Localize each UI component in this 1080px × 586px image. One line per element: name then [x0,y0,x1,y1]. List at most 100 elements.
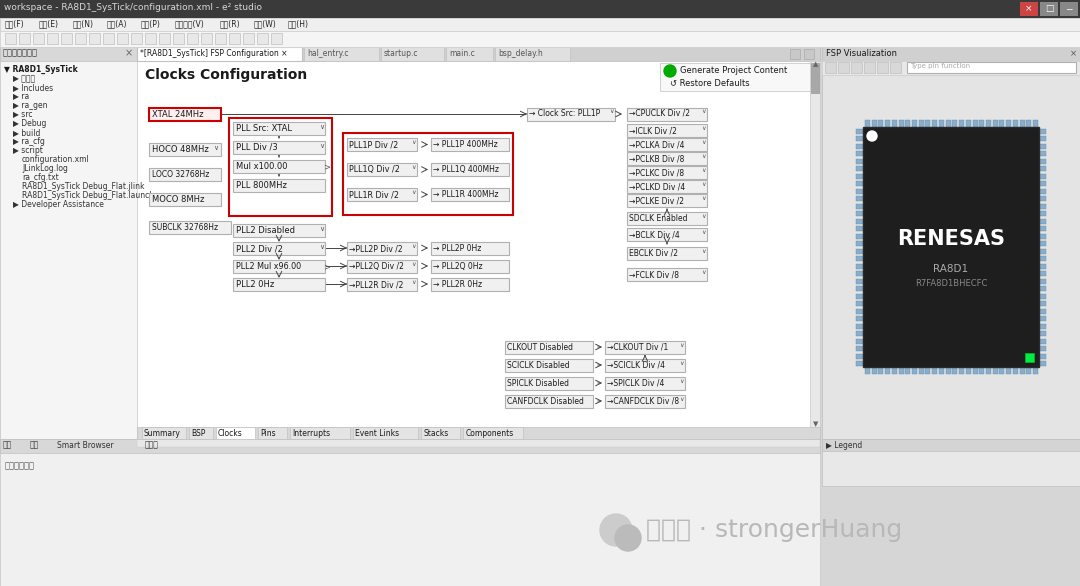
FancyBboxPatch shape [1039,353,1047,359]
Text: 项目(P): 项目(P) [141,19,161,28]
FancyBboxPatch shape [864,62,875,73]
FancyBboxPatch shape [1020,367,1025,374]
FancyBboxPatch shape [980,367,984,374]
FancyBboxPatch shape [886,367,890,374]
FancyBboxPatch shape [1020,120,1025,127]
FancyBboxPatch shape [811,63,819,93]
FancyBboxPatch shape [243,33,254,44]
FancyBboxPatch shape [353,427,418,439]
Text: BSP: BSP [191,429,206,438]
FancyBboxPatch shape [856,234,863,239]
FancyBboxPatch shape [60,33,72,44]
Text: → PLL2P 0Hz: → PLL2P 0Hz [433,244,482,253]
FancyBboxPatch shape [495,47,569,61]
FancyBboxPatch shape [233,224,325,237]
FancyBboxPatch shape [822,439,1080,486]
Text: main.c: main.c [449,49,475,58]
FancyBboxPatch shape [463,427,524,439]
FancyBboxPatch shape [0,47,137,61]
FancyBboxPatch shape [856,219,863,224]
FancyBboxPatch shape [75,33,86,44]
Text: ×: × [125,49,133,59]
Text: Mul x100.00: Mul x100.00 [237,162,287,171]
Text: −: − [1065,5,1072,13]
Text: configuration.xml: configuration.xml [22,155,90,164]
FancyBboxPatch shape [421,427,460,439]
FancyBboxPatch shape [89,33,100,44]
Text: →PLL2R Div /2: →PLL2R Div /2 [349,280,403,289]
FancyBboxPatch shape [999,120,1004,127]
Text: ∨: ∨ [701,140,705,145]
Text: PLL Div /3: PLL Div /3 [237,143,278,152]
FancyBboxPatch shape [877,62,888,73]
Text: 编辑(E): 编辑(E) [39,19,59,28]
FancyBboxPatch shape [999,367,1004,374]
FancyBboxPatch shape [627,228,707,241]
FancyBboxPatch shape [159,33,170,44]
FancyBboxPatch shape [1039,151,1047,156]
FancyBboxPatch shape [953,120,957,127]
FancyBboxPatch shape [856,294,863,299]
FancyBboxPatch shape [804,49,814,59]
FancyBboxPatch shape [347,138,417,151]
Text: → PLL1P 400MHz: → PLL1P 400MHz [433,140,498,149]
FancyBboxPatch shape [229,33,240,44]
FancyBboxPatch shape [926,120,931,127]
FancyBboxPatch shape [1039,286,1047,291]
Text: Clocks Configuration: Clocks Configuration [145,68,307,82]
FancyBboxPatch shape [856,189,863,194]
Text: SDCLK Enabled: SDCLK Enabled [629,214,688,223]
FancyBboxPatch shape [822,61,1080,75]
FancyBboxPatch shape [258,427,287,439]
FancyBboxPatch shape [103,33,114,44]
Text: R7FA8D1BHECFC: R7FA8D1BHECFC [915,278,987,288]
Text: ∨: ∨ [679,397,684,402]
FancyBboxPatch shape [865,367,870,374]
FancyBboxPatch shape [890,62,901,73]
Text: ∨: ∨ [319,124,324,130]
FancyBboxPatch shape [48,33,58,44]
Text: ∨: ∨ [701,182,705,187]
FancyBboxPatch shape [0,31,1080,47]
FancyBboxPatch shape [993,120,998,127]
Text: 窗口(W): 窗口(W) [254,19,276,28]
FancyBboxPatch shape [137,439,820,447]
Text: →PLL2P Div /2: →PLL2P Div /2 [349,244,403,253]
FancyBboxPatch shape [1039,189,1047,194]
FancyBboxPatch shape [1039,256,1047,261]
Text: ▶ Legend: ▶ Legend [826,441,862,450]
FancyBboxPatch shape [986,120,991,127]
Text: ∨: ∨ [411,262,416,267]
FancyBboxPatch shape [946,367,950,374]
FancyBboxPatch shape [215,33,226,44]
Text: Components: Components [465,429,514,438]
FancyBboxPatch shape [856,212,863,216]
FancyBboxPatch shape [838,62,849,73]
FancyBboxPatch shape [145,33,156,44]
FancyBboxPatch shape [856,361,863,366]
FancyBboxPatch shape [605,395,685,408]
FancyBboxPatch shape [856,151,863,156]
FancyBboxPatch shape [1039,159,1047,164]
FancyBboxPatch shape [627,124,707,137]
FancyBboxPatch shape [1039,294,1047,299]
FancyBboxPatch shape [966,120,971,127]
FancyBboxPatch shape [1020,2,1038,16]
Text: RA8D1: RA8D1 [933,264,969,274]
FancyBboxPatch shape [1039,137,1047,141]
FancyBboxPatch shape [627,180,707,193]
Text: workspace - RA8D1_SysTick/configuration.xml - e² studio: workspace - RA8D1_SysTick/configuration.… [4,3,262,12]
FancyBboxPatch shape [627,138,707,151]
Text: →CLKOUT Div /1: →CLKOUT Div /1 [607,343,669,352]
FancyBboxPatch shape [19,33,30,44]
FancyBboxPatch shape [431,242,509,255]
FancyBboxPatch shape [856,331,863,336]
FancyBboxPatch shape [856,286,863,291]
FancyBboxPatch shape [892,367,896,374]
FancyBboxPatch shape [899,120,904,127]
FancyBboxPatch shape [1032,120,1038,127]
FancyBboxPatch shape [1039,248,1047,254]
FancyBboxPatch shape [892,120,896,127]
FancyBboxPatch shape [912,120,917,127]
FancyBboxPatch shape [141,427,187,439]
